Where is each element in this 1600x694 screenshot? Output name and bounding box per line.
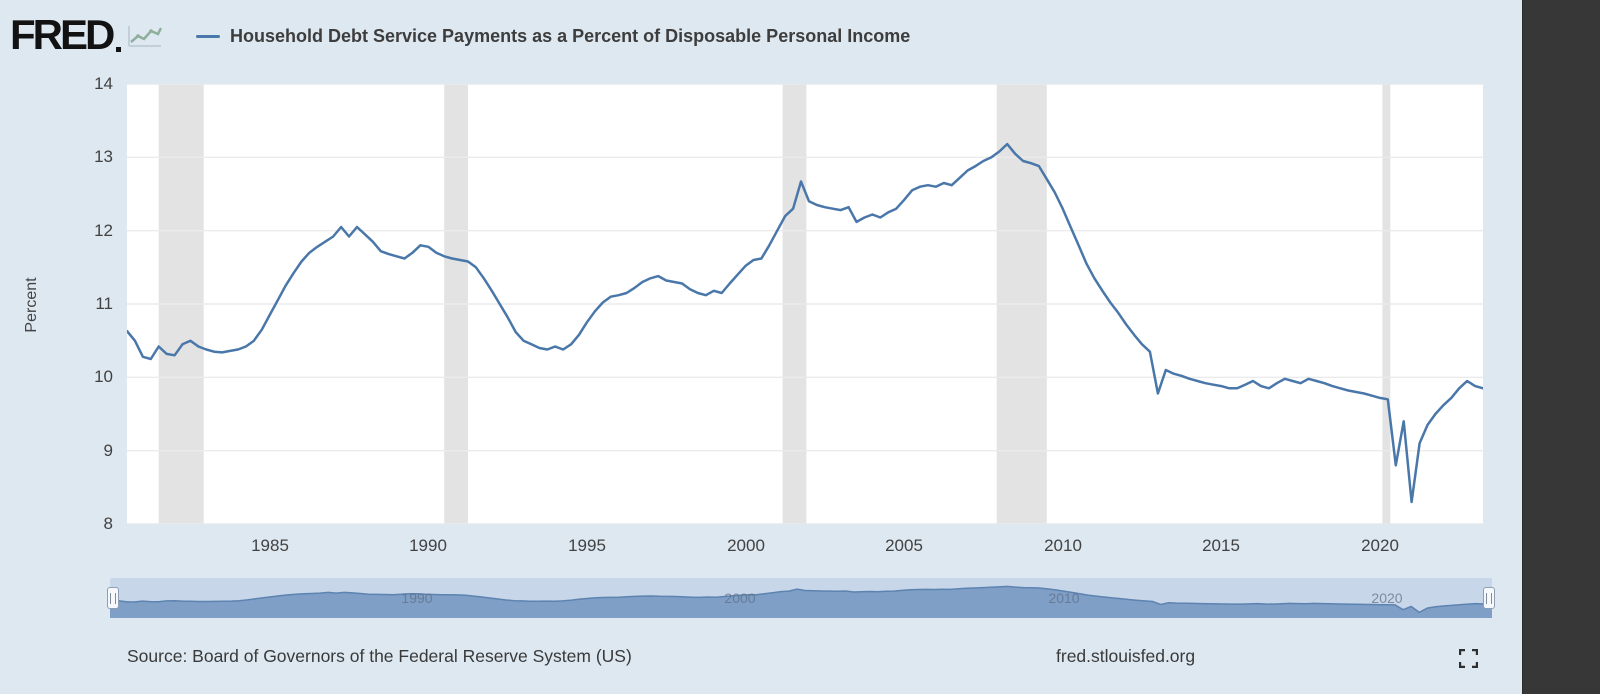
x-tick-label: 2005 (885, 536, 923, 555)
screen-edge-strip (1522, 0, 1600, 694)
y-tick-label: 13 (94, 147, 113, 166)
range-handle-right[interactable] (1483, 587, 1495, 609)
nav-year-label: 2020 (1371, 590, 1403, 606)
y-tick-label: 10 (94, 367, 113, 386)
fred-logo-sparkline-icon (128, 26, 163, 47)
y-tick-label: 8 (103, 514, 113, 533)
fred-url: fred.stlouisfed.org (1056, 646, 1196, 666)
source-attribution: Source: Board of Governors of the Federa… (127, 646, 632, 666)
nav-year-label: 1990 (401, 590, 433, 606)
x-tick-label: 2015 (1202, 536, 1240, 555)
x-tick-label: 2010 (1044, 536, 1082, 555)
fred-logo[interactable]: FRED (10, 14, 163, 56)
x-tick-label: 1995 (568, 536, 606, 555)
legend-line-marker (196, 35, 220, 38)
range-selector[interactable]: 1990 2000 2010 2020 (107, 578, 1495, 618)
fullscreen-icon[interactable] (1459, 649, 1478, 668)
nav-year-label: 2010 (1048, 590, 1080, 606)
y-tick-label: 11 (95, 294, 113, 313)
fred-logo-text: FRED (10, 11, 115, 58)
y-axis-title: Percent (23, 277, 40, 333)
y-axis-tick-labels: 8 9 10 11 12 13 14 (60, 74, 113, 533)
range-handle-left[interactable] (107, 587, 119, 609)
series-legend: Household Debt Service Payments as a Per… (196, 26, 910, 47)
nav-year-label: 2000 (724, 590, 756, 606)
y-tick-label: 14 (94, 74, 113, 93)
x-axis-tick-labels: 1985 1990 1995 2000 2005 2010 2015 2020 (127, 536, 1483, 560)
x-tick-label: 2020 (1361, 536, 1399, 555)
y-tick-label: 9 (103, 441, 113, 460)
chart-title: Household Debt Service Payments as a Per… (230, 26, 911, 46)
x-tick-label: 2000 (727, 536, 765, 555)
x-tick-label: 1990 (409, 536, 447, 555)
y-tick-label: 12 (94, 221, 113, 240)
x-tick-label: 1985 (251, 536, 289, 555)
fred-logo-dot (116, 47, 122, 52)
plot-area[interactable] (127, 84, 1483, 524)
